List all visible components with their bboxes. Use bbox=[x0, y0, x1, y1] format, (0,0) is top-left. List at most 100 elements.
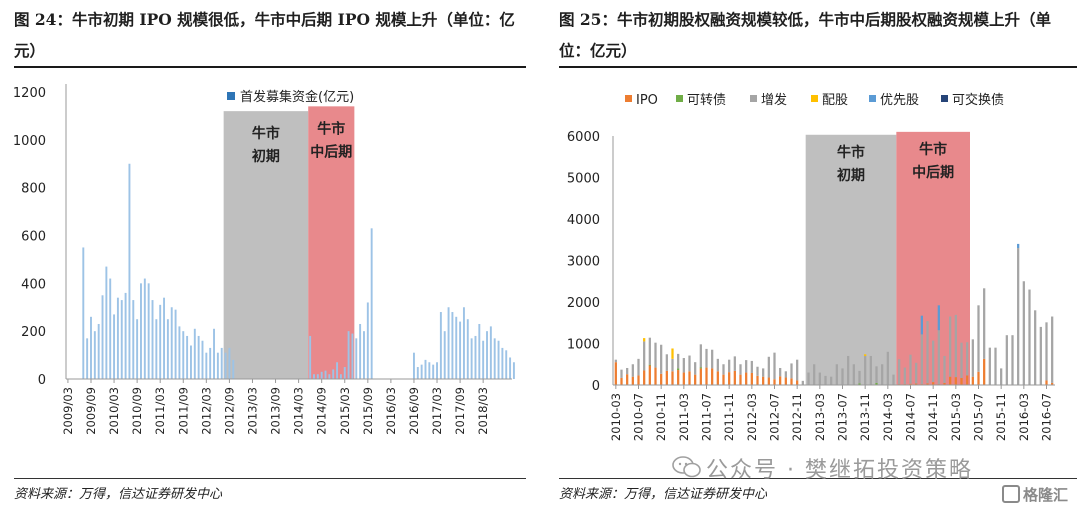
x-tick-label: 2014/09 bbox=[315, 387, 329, 435]
legend-label: 增发 bbox=[761, 92, 787, 108]
bar-segment bbox=[858, 383, 861, 385]
bar bbox=[143, 278, 146, 379]
bar bbox=[124, 292, 127, 379]
bar bbox=[512, 362, 515, 379]
bar-segment bbox=[966, 342, 969, 376]
bar bbox=[420, 364, 423, 379]
x-tick-label: 2013-03 bbox=[813, 393, 827, 441]
legend-label: IPO bbox=[636, 93, 658, 108]
bar-segment bbox=[790, 378, 793, 385]
bar-segment bbox=[926, 321, 929, 384]
bar-segment bbox=[665, 354, 668, 371]
x-tick-label: 2016-03 bbox=[1017, 393, 1031, 441]
x-tick-label: 2014/03 bbox=[292, 387, 306, 435]
bar-segment bbox=[1017, 248, 1020, 385]
bar bbox=[482, 340, 485, 379]
shaded-period bbox=[805, 134, 897, 385]
bar-segment bbox=[671, 371, 674, 385]
x-tick-label: 2015-07 bbox=[972, 393, 986, 441]
bar-segment bbox=[620, 369, 623, 378]
bar bbox=[93, 331, 96, 379]
bar-segment bbox=[643, 341, 646, 371]
bar-segment bbox=[1039, 326, 1042, 385]
x-tick-label: 2011-11 bbox=[722, 393, 736, 441]
bar-segment bbox=[830, 376, 833, 385]
x-tick-label: 2012-03 bbox=[745, 393, 759, 441]
legend-swatch bbox=[941, 95, 948, 102]
y-tick-label: 2000 bbox=[567, 296, 600, 311]
bar bbox=[324, 370, 327, 379]
bar bbox=[313, 374, 315, 379]
bar bbox=[501, 347, 504, 379]
left-chart-svg: 牛市初期 牛市中后期 0 200 400 600 800 1000 1200 2009/03 200… bbox=[13, 84, 515, 435]
bar-segment bbox=[875, 382, 878, 385]
bar-segment bbox=[920, 334, 923, 385]
y-tick-label: 6000 bbox=[567, 130, 600, 145]
bar bbox=[509, 357, 512, 379]
bar-segment bbox=[937, 305, 940, 331]
bar-segment bbox=[943, 382, 946, 385]
bar-segment bbox=[767, 356, 770, 378]
legend-label: 可交换债 bbox=[952, 92, 1004, 108]
glh-logo-icon bbox=[1002, 485, 1020, 503]
bar-segment bbox=[699, 368, 702, 385]
bar bbox=[309, 335, 312, 379]
y-tick-label: 1000 bbox=[567, 338, 600, 353]
chart-source: 资料来源：万得，信达证券研发中心 bbox=[559, 487, 768, 502]
title-rule bbox=[559, 66, 1077, 68]
shaded-period-label: 牛市 bbox=[919, 141, 947, 158]
bar-segment bbox=[660, 373, 663, 385]
bar bbox=[412, 352, 415, 379]
wechat-icon bbox=[672, 456, 701, 478]
x-tick-label: 2010-07 bbox=[632, 393, 646, 441]
bar-segment bbox=[671, 348, 674, 359]
bar bbox=[140, 283, 142, 379]
bar bbox=[439, 312, 442, 379]
bar bbox=[351, 333, 354, 379]
bar bbox=[370, 228, 373, 379]
bar bbox=[116, 297, 119, 379]
bar bbox=[455, 316, 458, 379]
shaded-period-label: 初期 bbox=[252, 148, 280, 165]
bar-segment bbox=[779, 376, 782, 385]
bar-segment bbox=[943, 355, 946, 383]
bar-segment bbox=[671, 358, 674, 372]
legend-label: 优先股 bbox=[880, 93, 919, 108]
bar-segment bbox=[756, 375, 759, 385]
x-tick-label: 2015/03 bbox=[338, 387, 352, 435]
bar-segment bbox=[648, 337, 651, 365]
bar-segment bbox=[711, 349, 714, 369]
bar-segment bbox=[756, 366, 759, 376]
shaded-period bbox=[308, 106, 355, 379]
bar bbox=[316, 374, 319, 379]
x-tick-label: 2011-03 bbox=[677, 393, 691, 441]
bar-segment bbox=[682, 372, 685, 385]
bar-segment bbox=[909, 354, 912, 384]
bar-segment bbox=[1045, 322, 1048, 381]
bar-segment bbox=[614, 359, 617, 363]
bar-segment bbox=[915, 362, 918, 384]
y-tick-label: 4000 bbox=[567, 213, 600, 228]
bar-segment bbox=[954, 377, 957, 385]
bar-segment bbox=[733, 370, 736, 385]
bar bbox=[347, 331, 350, 379]
bar-segment bbox=[682, 358, 685, 373]
bar-segment bbox=[835, 364, 838, 385]
bar bbox=[424, 359, 427, 379]
bar-segment bbox=[807, 372, 810, 385]
bar-segment bbox=[898, 359, 901, 385]
bar-segment bbox=[971, 376, 974, 385]
bar-segment bbox=[767, 377, 770, 385]
bar-segment bbox=[716, 371, 719, 385]
bar-segment bbox=[932, 382, 935, 385]
bar bbox=[197, 335, 200, 379]
bar-segment bbox=[637, 375, 640, 385]
bar-segment bbox=[915, 383, 918, 385]
bar-segment bbox=[796, 380, 799, 385]
title-rule bbox=[14, 66, 526, 68]
bar bbox=[128, 163, 131, 379]
bar-segment bbox=[1011, 335, 1014, 385]
bar-segment bbox=[677, 370, 680, 385]
shaded-period-label: 牛市 bbox=[317, 120, 345, 137]
bar-segment bbox=[1051, 316, 1054, 383]
